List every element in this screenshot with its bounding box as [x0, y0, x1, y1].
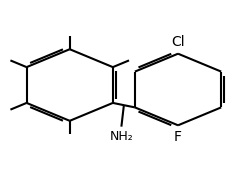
Text: NH₂: NH₂ [110, 130, 133, 143]
Text: F: F [174, 130, 182, 144]
Text: Cl: Cl [171, 35, 185, 49]
